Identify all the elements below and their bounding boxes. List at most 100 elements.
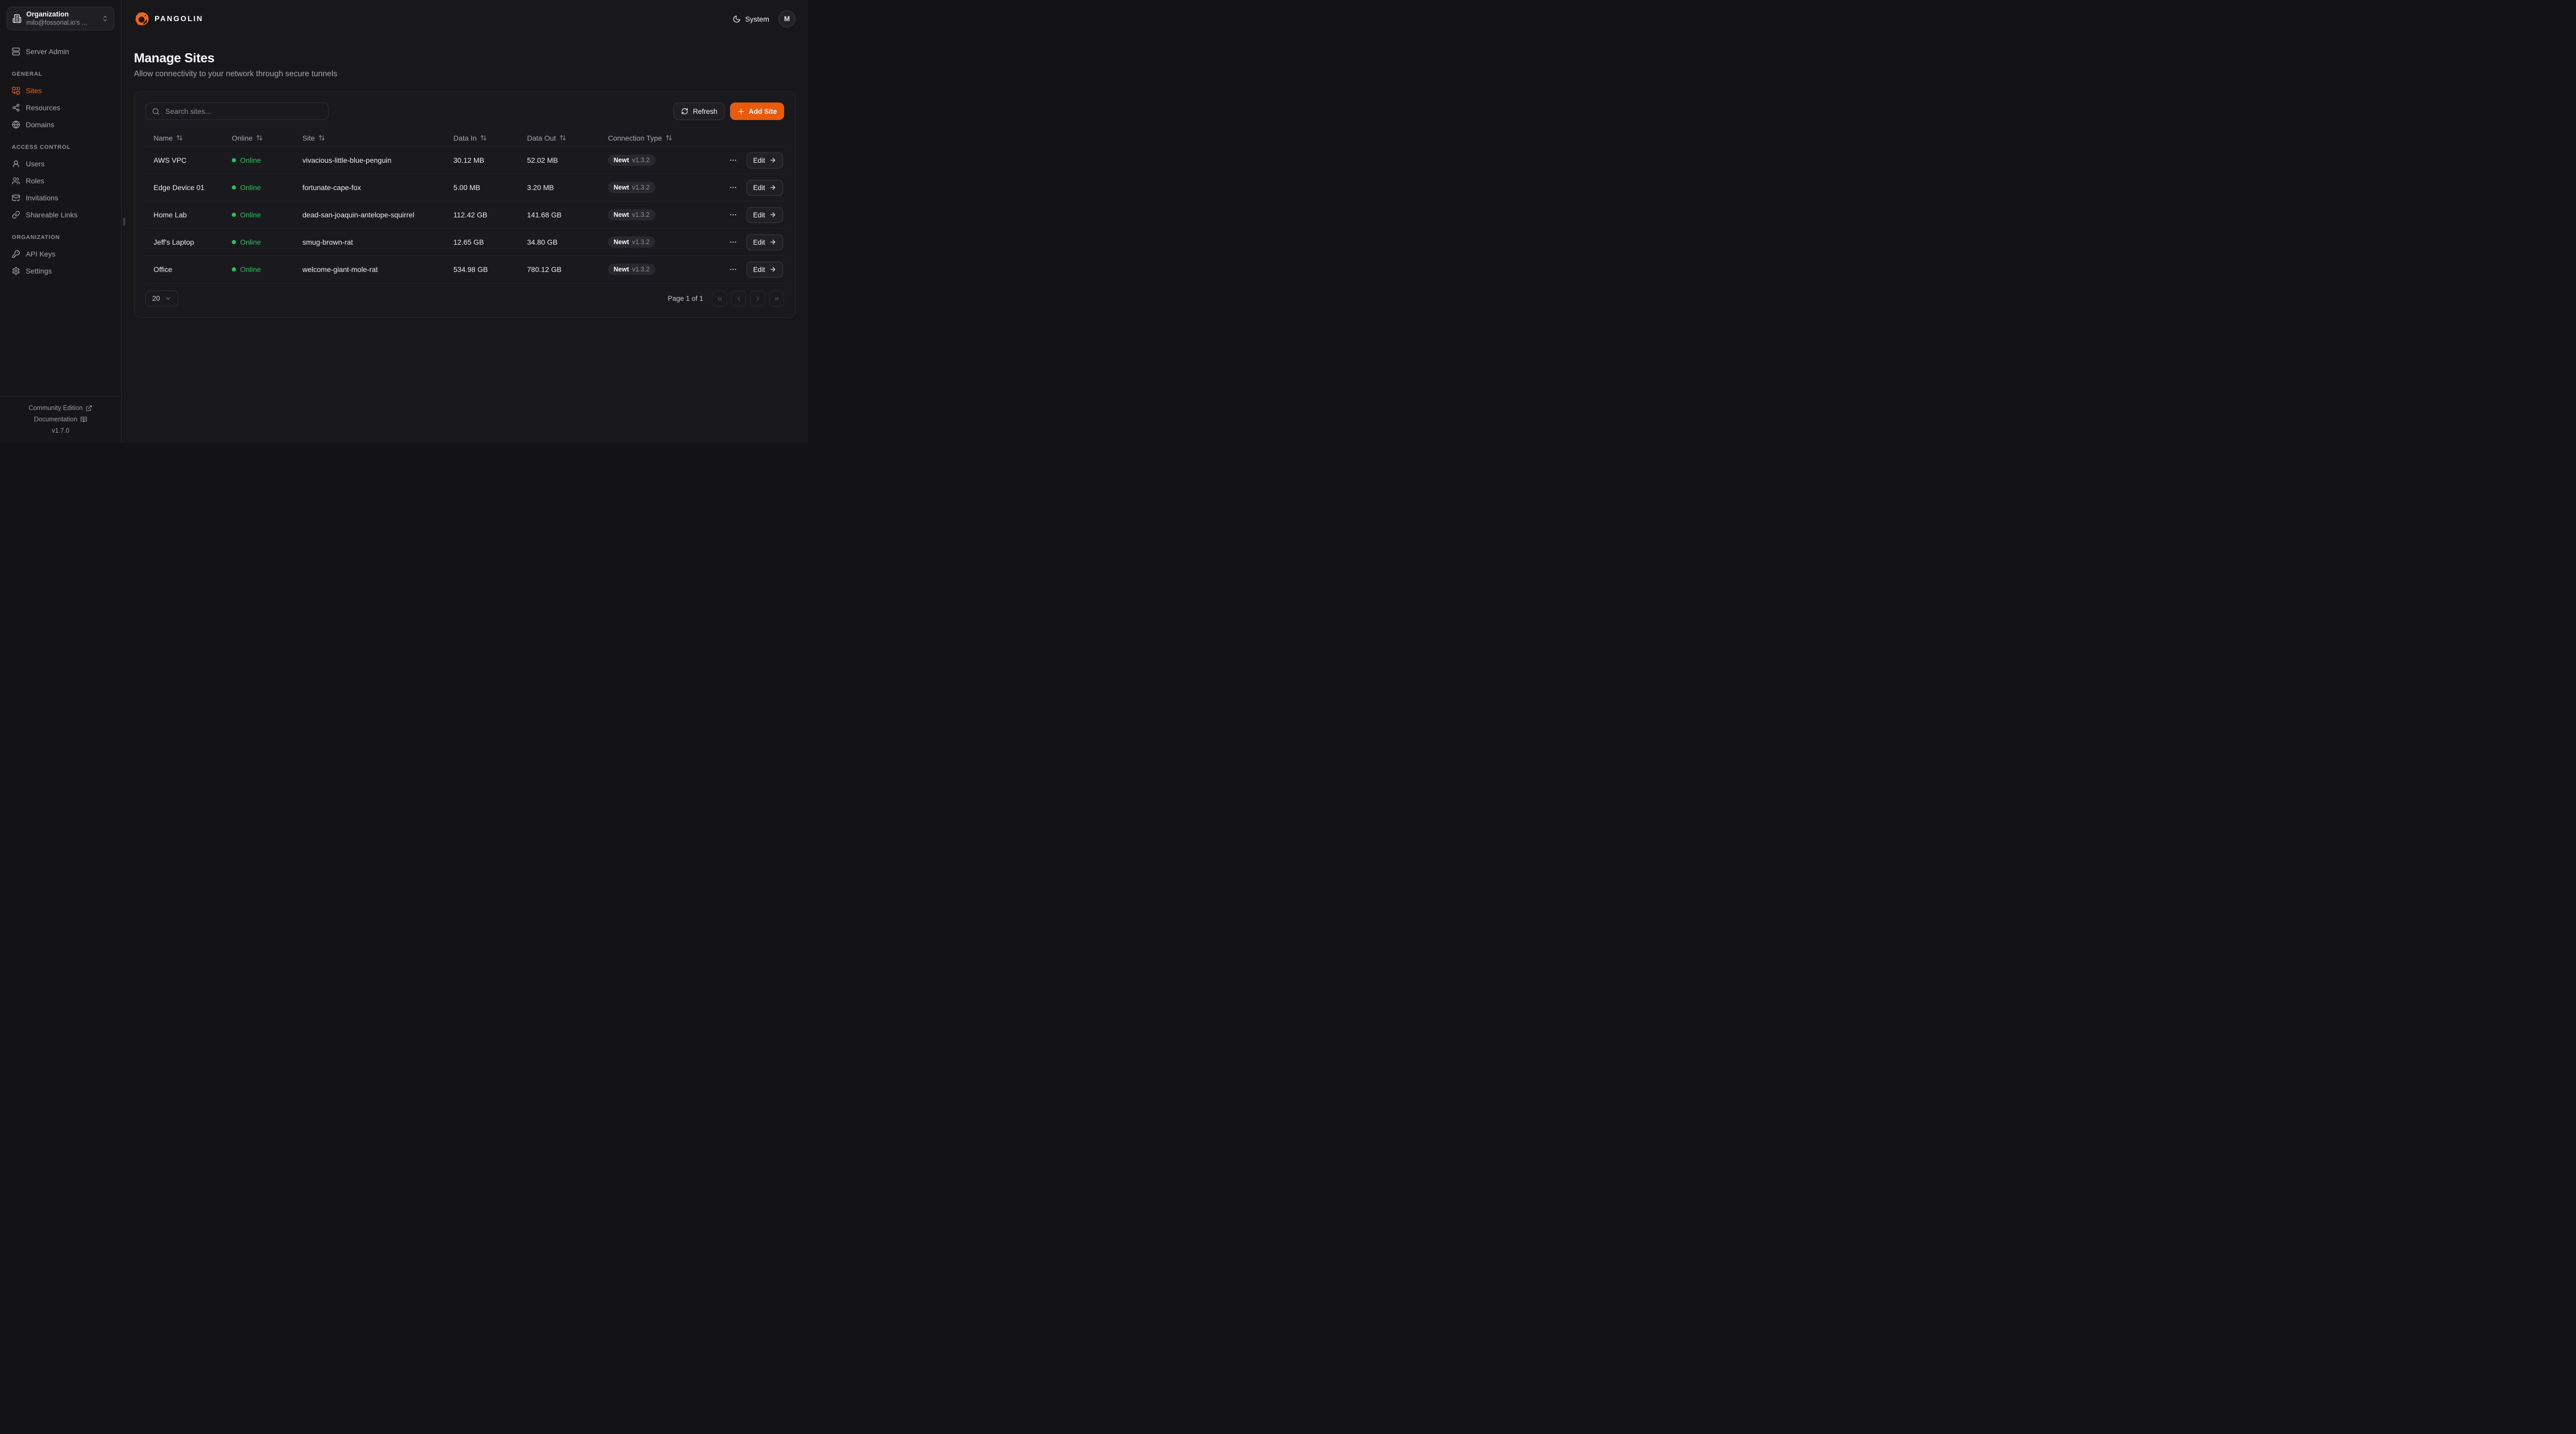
cell-site: vivacious-little-blue-penguin [302,156,392,164]
sort-icon [319,135,325,141]
cell-data-in: 534.98 GB [453,265,488,274]
sidebar-item-sites[interactable]: Sites [7,82,114,99]
chevrons-up-down-icon [103,15,107,22]
online-dot [232,213,236,217]
table-row: Jeff's Laptop Online smug-brown-rat 12.6… [145,229,784,256]
chevron-down-icon [166,297,170,300]
cell-data-in: 30.12 MB [453,156,484,164]
avatar[interactable]: M [778,10,795,27]
sidebar-item-label: Users [26,159,45,168]
cell-site: fortunate-cape-fox [302,183,361,192]
avatar-initial: M [784,15,790,23]
sidebar-item-api-keys[interactable]: API Keys [7,245,114,262]
sidebar-item-resources[interactable]: Resources [7,99,114,116]
cell-data-out: 34.80 GB [527,238,558,246]
sidebar-resize-handle[interactable] [123,218,125,226]
sidebar-item-invitations[interactable]: Invitations [7,189,114,206]
next-page-button[interactable] [750,291,765,306]
row-menu-button[interactable] [727,236,739,248]
cell-data-in: 5.00 MB [453,183,481,192]
column-header-name[interactable]: Name [145,134,224,142]
row-menu-button[interactable] [727,209,739,221]
column-header-data-out[interactable]: Data Out [519,134,600,142]
row-menu-button[interactable] [727,154,739,166]
app-version: v1.7.0 [52,427,70,434]
prev-page-button[interactable] [731,291,746,306]
search-input[interactable] [164,107,322,116]
sidebar-item-roles[interactable]: Roles [7,172,114,189]
sidebar-item-label: Server Admin [26,47,70,56]
book-open-icon [80,416,87,422]
gear-icon [12,267,20,275]
sort-icon [257,135,263,141]
edit-button[interactable]: Edit [746,152,783,168]
toolbar: Refresh Add Site [145,103,784,120]
arrow-right-icon [770,158,775,163]
table-row: AWS VPC Online vivacious-little-blue-pen… [145,147,784,174]
documentation-link[interactable]: Documentation [0,414,121,425]
edit-button[interactable]: Edit [746,207,783,223]
sidebar-item-server-admin[interactable]: Server Admin [7,43,114,60]
cell-name: Home Lab [154,211,187,219]
edit-button[interactable]: Edit [746,234,783,250]
cell-site: welcome-giant-mole-rat [302,265,378,274]
key-icon [12,250,20,258]
cell-online: Online [224,238,294,246]
cell-data-out: 3.20 MB [527,183,554,192]
refresh-button[interactable]: Refresh [673,103,725,120]
first-page-button[interactable] [712,291,727,306]
table-row: Home Lab Online dead-san-joaquin-antelop… [145,201,784,229]
cell-site: smug-brown-rat [302,238,353,246]
mail-check-icon [12,194,20,201]
community-edition-link[interactable]: Community Edition [0,402,121,414]
sidebar-item-label: Resources [26,103,60,112]
cell-name: AWS VPC [154,156,187,164]
sort-icon [177,135,183,141]
column-header-data-in[interactable]: Data In [445,134,519,142]
sidebar-item-shareable-links[interactable]: Shareable Links [7,206,114,223]
sidebar-footer: Community Edition Documentation v1.7.0 [0,396,121,443]
sidebar-item-label: API Keys [26,249,56,258]
sidebar-item-label: Sites [26,86,42,95]
online-dot [232,240,236,244]
row-menu-button[interactable] [727,263,739,276]
column-header-connection-type[interactable]: Connection Type [600,134,718,142]
connection-type-badge: Newt v1.3.2 [608,236,655,248]
arrow-right-icon [770,240,775,245]
connection-type-badge: Newt v1.3.2 [608,263,655,276]
topbar: PANGOLIN System M [122,0,808,38]
column-header-online[interactable]: Online [224,134,294,142]
last-page-button[interactable] [769,291,784,306]
page-size-select[interactable]: 20 [145,291,178,306]
cell-data-out: 780.12 GB [527,265,562,274]
brand-name: PANGOLIN [155,14,204,23]
theme-label: System [745,14,769,23]
cell-data-in: 12.65 GB [453,238,484,246]
cell-data-in: 112.42 GB [453,211,487,219]
table-header-row: Name Online Site Data In [145,129,784,147]
sidebar-item-domains[interactable]: Domains [7,116,114,133]
row-menu-button[interactable] [727,181,739,194]
org-selector[interactable]: Organization milo@fossorial.io's ... [7,7,114,30]
ellipsis-icon [730,186,736,189]
user-icon [13,160,19,167]
edit-button[interactable]: Edit [746,179,783,196]
pagination: 20 Page 1 of 1 [145,291,784,306]
sidebar-item-users[interactable]: Users [7,155,114,172]
sidebar-item-label: Roles [26,176,44,185]
sidebar-item-label: Invitations [26,193,59,202]
add-site-button[interactable]: Add Site [730,103,784,120]
link-icon [12,211,20,218]
sites-table: Name Online Site Data In [145,129,784,283]
pangolin-logo-icon [135,12,149,26]
ellipsis-icon [730,268,736,270]
cell-name: Jeff's Laptop [154,238,194,246]
arrow-right-icon [770,267,775,272]
sidebar-item-settings[interactable]: Settings [7,262,114,279]
theme-toggle-button[interactable]: System [733,15,769,23]
page-indicator: Page 1 of 1 [667,295,703,302]
arrow-right-icon [770,212,775,217]
column-header-site[interactable]: Site [294,134,445,142]
moon-icon [733,15,740,23]
edit-button[interactable]: Edit [746,261,783,278]
